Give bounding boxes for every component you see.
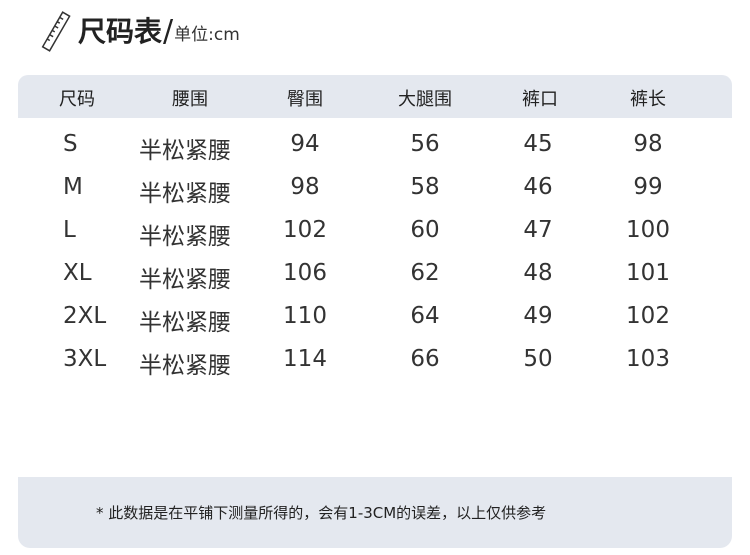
- cell-thigh: 64: [410, 303, 440, 329]
- cell-leg-opening: 50: [523, 346, 553, 372]
- cell-length: 99: [633, 174, 663, 200]
- title-unit: 单位:cm: [174, 25, 240, 45]
- table-row: L 半松紧腰 102 60 47 100: [0, 217, 750, 257]
- footer-note: * 此数据是在平铺下测量所得的，会有1-3CM的误差，以上仅供参考: [96, 504, 547, 522]
- cell-length: 101: [626, 260, 670, 286]
- table-row: S 半松紧腰 94 56 45 98: [0, 131, 750, 171]
- ruler-icon: [41, 11, 71, 52]
- cell-waist: 半松紧腰: [139, 224, 231, 250]
- cell-thigh: 58: [410, 174, 440, 200]
- cell-waist: 半松紧腰: [139, 138, 231, 164]
- header-hip: 臀围: [287, 89, 323, 110]
- cell-length: 102: [626, 303, 670, 329]
- cell-leg-opening: 45: [523, 131, 553, 157]
- cell-size: S: [63, 131, 78, 157]
- cell-length: 100: [626, 217, 670, 243]
- cell-length: 103: [626, 346, 670, 372]
- cell-size: L: [63, 217, 76, 243]
- cell-waist: 半松紧腰: [139, 310, 231, 336]
- cell-hip: 114: [283, 346, 327, 372]
- table-row: M 半松紧腰 98 58 46 99: [0, 174, 750, 214]
- cell-waist: 半松紧腰: [139, 353, 231, 379]
- header-length: 裤长: [630, 89, 666, 110]
- cell-waist: 半松紧腰: [139, 267, 231, 293]
- cell-size: XL: [63, 260, 92, 286]
- cell-leg-opening: 47: [523, 217, 553, 243]
- table-header: 尺码 腰围 臀围 大腿围 裤口 裤长: [18, 75, 732, 118]
- table-row: 3XL 半松紧腰 114 66 50 103: [0, 346, 750, 386]
- cell-hip: 98: [290, 174, 320, 200]
- cell-thigh: 66: [410, 346, 440, 372]
- title-separator: /: [163, 14, 174, 49]
- cell-size: 2XL: [63, 303, 107, 329]
- cell-size: 3XL: [63, 346, 107, 372]
- cell-leg-opening: 48: [523, 260, 553, 286]
- cell-size: M: [63, 174, 83, 200]
- cell-leg-opening: 46: [523, 174, 553, 200]
- cell-leg-opening: 49: [523, 303, 553, 329]
- cell-thigh: 56: [410, 131, 440, 157]
- header-leg-opening: 裤口: [522, 89, 558, 110]
- cell-hip: 94: [290, 131, 320, 157]
- title-main: 尺码表: [78, 15, 163, 48]
- header-size: 尺码: [59, 89, 95, 110]
- page-title: 尺码表 / 单位:cm: [40, 10, 240, 54]
- cell-waist: 半松紧腰: [139, 181, 231, 207]
- table-row: 2XL 半松紧腰 110 64 49 102: [0, 303, 750, 343]
- cell-hip: 110: [283, 303, 327, 329]
- cell-hip: 106: [283, 260, 327, 286]
- cell-thigh: 60: [410, 217, 440, 243]
- cell-length: 98: [633, 131, 663, 157]
- cell-hip: 102: [283, 217, 327, 243]
- header-waist: 腰围: [172, 89, 208, 110]
- table-row: XL 半松紧腰 106 62 48 101: [0, 260, 750, 300]
- header-thigh: 大腿围: [398, 89, 452, 110]
- cell-thigh: 62: [410, 260, 440, 286]
- footer-note-box: * 此数据是在平铺下测量所得的，会有1-3CM的误差，以上仅供参考: [18, 477, 732, 548]
